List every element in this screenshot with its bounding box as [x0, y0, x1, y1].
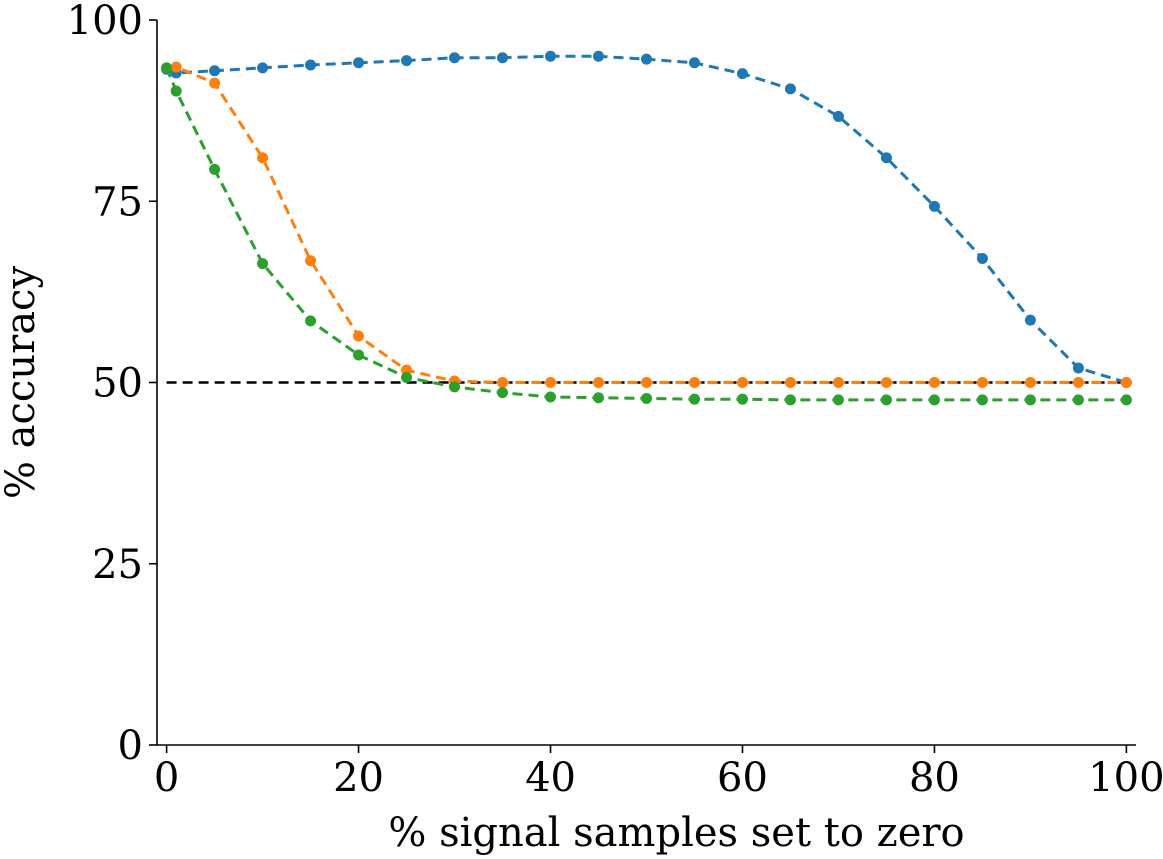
data-point [593, 392, 605, 404]
data-point [832, 377, 844, 388]
data-point [928, 394, 940, 406]
x-tick-label: 40 [525, 755, 576, 801]
data-point [593, 50, 605, 62]
data-point [305, 315, 317, 327]
series-line [166, 54, 1127, 384]
data-point [784, 83, 796, 95]
data-point [209, 65, 221, 77]
y-tick-label: 75 [92, 179, 143, 225]
data-point [976, 253, 988, 265]
x-tick-label: 80 [909, 755, 960, 801]
data-point [688, 393, 700, 405]
y-tick-label: 50 [92, 361, 143, 407]
y-tick-label: 0 [118, 723, 143, 769]
data-point [305, 59, 317, 71]
data-point [1120, 377, 1132, 388]
data-point [688, 57, 700, 69]
data-point [641, 392, 652, 404]
data-point [928, 200, 940, 212]
data-point [976, 377, 988, 388]
data-point [401, 371, 413, 383]
data-point [641, 377, 652, 388]
data-point [209, 163, 221, 175]
data-point [497, 52, 509, 64]
x-tick-label: 100 [1088, 755, 1163, 801]
data-point [688, 377, 700, 388]
series-3 [161, 62, 1132, 406]
data-point [880, 377, 892, 388]
data-point [497, 377, 509, 388]
data-point [784, 377, 796, 388]
data-point [784, 394, 796, 406]
x-axis-label: % signal samples set to zero [388, 810, 964, 856]
data-point [976, 394, 988, 406]
data-point [353, 57, 365, 69]
x-tick-label: 0 [154, 755, 179, 801]
series-layer [161, 50, 1132, 406]
data-point [353, 330, 365, 342]
data-point [1024, 314, 1036, 326]
series-1 [161, 50, 1132, 388]
data-point [1024, 377, 1036, 388]
x-tick-label: 60 [717, 755, 768, 801]
data-point [161, 62, 173, 74]
data-point [832, 394, 844, 406]
series-line [165, 67, 1127, 402]
x-tick-label: 20 [333, 755, 384, 801]
data-point [1072, 362, 1084, 374]
data-point [736, 393, 748, 405]
data-point [545, 377, 557, 388]
data-point [1024, 394, 1036, 406]
data-point [736, 377, 748, 388]
data-point [305, 255, 317, 267]
series-2 [161, 61, 1132, 388]
data-point [928, 377, 940, 388]
data-point [257, 152, 269, 164]
data-point [353, 349, 365, 361]
data-point [1120, 394, 1132, 406]
series-line [166, 65, 1127, 384]
data-point [1072, 394, 1084, 406]
data-point [736, 68, 748, 80]
data-point [170, 61, 182, 73]
y-tick-label: 25 [92, 542, 143, 588]
y-ticks: 0 25 50 75 100 [67, 0, 157, 769]
x-ticks: 0 20 40 60 80 100 [154, 745, 1163, 801]
data-point [401, 55, 413, 67]
data-point [257, 62, 269, 74]
data-point [449, 52, 461, 64]
data-point [880, 394, 892, 406]
data-point [641, 53, 652, 65]
y-tick-label: 100 [67, 0, 143, 44]
data-point [257, 258, 269, 270]
data-point [1072, 377, 1084, 388]
data-point [593, 377, 605, 388]
data-point [832, 110, 844, 122]
y-axis-label: % accuracy [0, 266, 44, 500]
data-point [545, 50, 557, 62]
data-point [545, 391, 557, 403]
data-point [170, 85, 182, 97]
data-point [497, 387, 509, 399]
data-point [209, 77, 221, 89]
data-point [880, 152, 892, 164]
data-point [449, 381, 461, 393]
